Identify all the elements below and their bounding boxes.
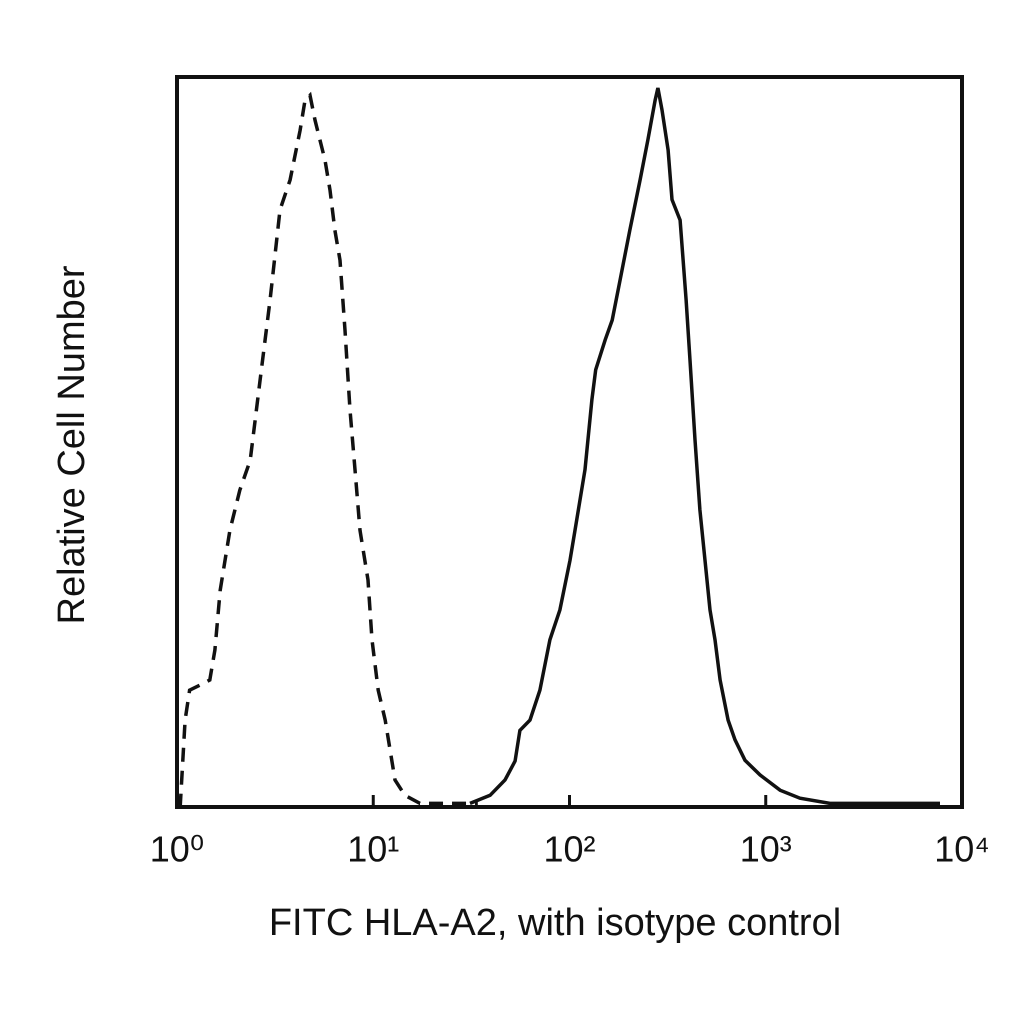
x-tick-label: 10⁴ [934,829,990,870]
x-tick-label: 10² [543,829,595,870]
x-tick-label: 10³ [740,829,792,870]
x-tick-label: 10¹ [347,829,399,870]
y-axis-label: Relative Cell Number [51,265,93,624]
histogram-line [469,87,940,806]
histogram-line [176,91,478,808]
x-axis-label: FITC HLA-A2, with isotype control [269,902,841,944]
x-tick-label: 10⁰ [150,829,204,870]
plot-frame [175,75,964,809]
